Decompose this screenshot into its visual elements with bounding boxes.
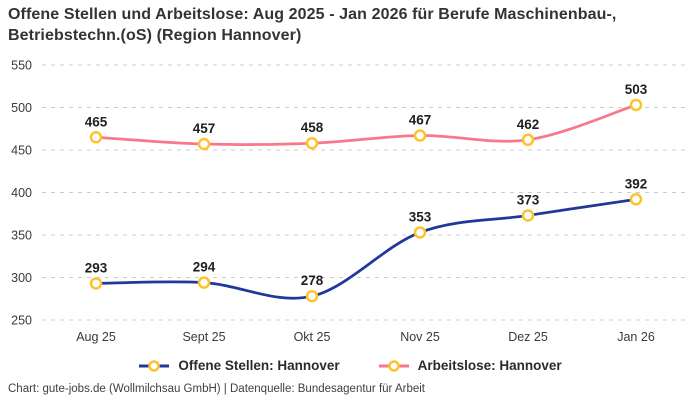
series-line-arbeitslose [94,103,638,146]
chart-legend: Offene Stellen: Hannover Arbeitslose: Han… [0,358,700,373]
data-point-label: 294 [193,260,216,275]
data-point-marker[interactable] [413,129,427,142]
x-tick-label: Nov 25 [400,330,440,344]
y-tick-label: 350 [11,229,32,243]
data-point-label: 278 [301,273,324,288]
y-tick-label: 500 [11,101,32,115]
data-point-marker[interactable] [629,193,643,206]
x-tick-label: Jan 26 [617,330,655,344]
y-tick-label: 550 [11,59,32,73]
y-tick-label: 450 [11,144,32,158]
data-point-label: 373 [517,192,540,207]
x-tick-label: Sept 25 [182,330,225,344]
data-point-marker[interactable] [521,133,535,147]
data-point-label: 503 [625,82,648,97]
y-tick-label: 300 [11,271,32,285]
data-point-marker[interactable] [305,136,319,150]
legend-item-arbeitslose[interactable]: Arbeitslose: Hannover [378,358,562,373]
chart-attribution: Chart: gute-jobs.de (Wollmilchsau GmbH) … [8,383,425,395]
data-point-marker[interactable] [521,209,535,222]
data-point-marker[interactable] [89,131,103,144]
y-tick-label: 400 [11,186,32,200]
x-tick-label: Aug 25 [76,330,116,344]
data-point-label: 458 [301,120,324,135]
data-point-label: 462 [517,117,540,132]
chart-title: Offene Stellen und Arbeitslose: Aug 2025… [8,6,617,44]
x-tick-label: Okt 25 [294,330,331,344]
data-point-marker[interactable] [197,137,211,151]
data-point-marker[interactable] [197,276,211,289]
legend-swatch-icon [378,359,409,372]
legend-label: Offene Stellen: Hannover [178,358,340,373]
data-point-marker[interactable] [413,226,427,239]
series-line-offene_stellen [94,197,638,300]
data-point-label: 457 [193,121,216,136]
x-tick-label: Dez 25 [508,330,548,344]
data-point-label: 465 [85,114,108,129]
y-tick-label: 250 [11,314,32,328]
data-point-marker[interactable] [629,98,643,112]
data-point-label: 353 [409,209,432,224]
data-point-label: 392 [625,176,648,191]
data-point-marker[interactable] [89,277,103,290]
data-point-marker[interactable] [305,289,319,303]
data-point-label: 293 [85,260,108,275]
legend-item-offene_stellen[interactable]: Offene Stellen: Hannover [138,358,340,373]
data-point-label: 467 [409,113,432,128]
legend-label: Arbeitslose: Hannover [417,358,562,373]
legend-swatch-icon [139,359,170,372]
